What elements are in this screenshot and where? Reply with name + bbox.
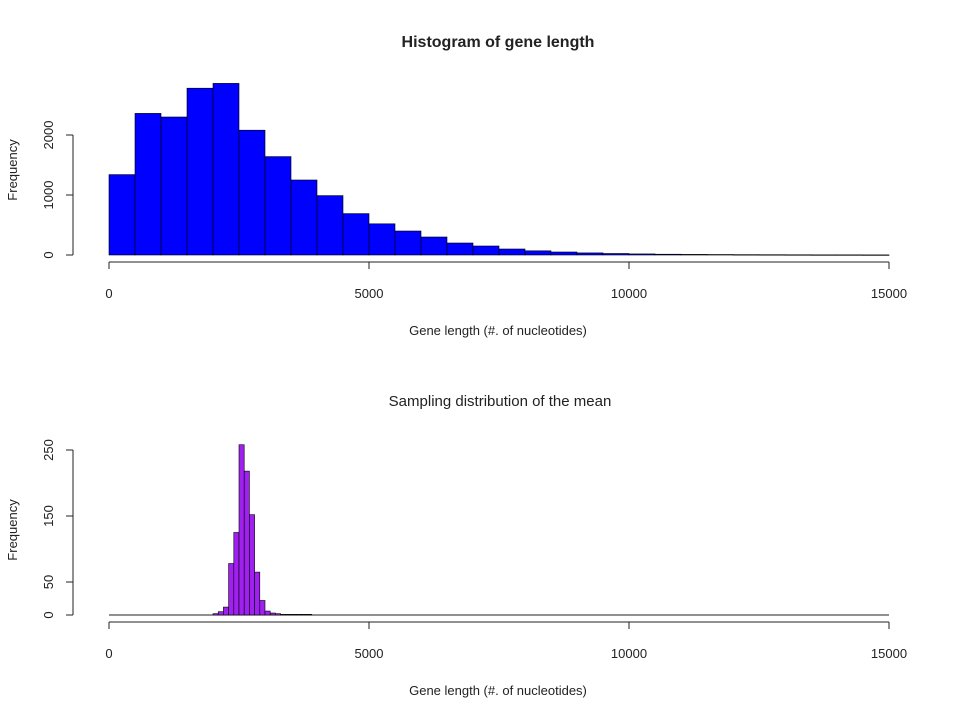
x-axis-label: Gene length (#. of nucleotides) [409, 323, 587, 338]
histogram-bar [264, 156, 292, 256]
histogram-bar [228, 563, 235, 616]
y-axis-label: Frequency [5, 499, 20, 561]
sampling-distribution: Sampling distribution of the mean 0 5000 1… [5, 393, 907, 698]
histogram-gene-length: Histogram of gene length 0 5000 10000 15000… [5, 34, 907, 338]
histogram-bar [269, 612, 276, 616]
histogram-bar [160, 116, 188, 256]
histogram-bar [862, 254, 890, 256]
histogram-bar [186, 87, 214, 256]
histogram-bar [217, 611, 224, 616]
histogram-bar [290, 614, 297, 616]
histogram-bar [836, 254, 864, 256]
x-tick-label: 0 [105, 646, 112, 661]
x-tick-label: 5000 [355, 286, 384, 301]
histogram-bar [238, 444, 245, 616]
x-axis-label: Gene length (#. of nucleotides) [409, 683, 587, 698]
histogram-bar [275, 613, 281, 616]
histogram-bar [108, 174, 136, 256]
histogram-bar [290, 179, 318, 256]
x-tick-label: 15000 [871, 646, 907, 661]
histogram-bar [249, 514, 255, 616]
y-tick-label: 0 [41, 251, 56, 258]
histogram-bar [264, 610, 271, 616]
histogram-bar [243, 470, 250, 616]
histogram-bar [301, 614, 307, 616]
x-tick-label: 5000 [355, 646, 384, 661]
y-axis: 0 50 150 250 [41, 439, 74, 619]
chart-title: Sampling distribution of the mean [389, 393, 612, 410]
y-tick-label: 2000 [41, 121, 56, 150]
histogram-bar [498, 248, 526, 256]
histogram-bar [472, 245, 500, 256]
histogram-bar [628, 253, 656, 256]
histogram-bar [654, 253, 682, 256]
histogram-bar [706, 254, 734, 256]
y-axis: 0 1000 2000 [41, 121, 74, 259]
y-axis-label: Frequency [5, 139, 20, 201]
histogram-bar [316, 195, 344, 256]
x-axis: 0 5000 10000 15000 [105, 621, 907, 661]
histogram-bar [394, 230, 422, 256]
x-tick-label: 0 [105, 286, 112, 301]
histogram-bar [212, 613, 219, 616]
bars [108, 83, 890, 256]
x-tick-label: 10000 [611, 286, 647, 301]
bars [109, 444, 889, 616]
histogram-bar [295, 614, 302, 616]
y-tick-label: 50 [41, 575, 56, 589]
y-tick-label: 250 [41, 439, 56, 461]
histogram-bar [524, 250, 552, 256]
y-tick-label: 1000 [41, 181, 56, 210]
histogram-bar [254, 571, 261, 616]
y-tick-label: 0 [41, 611, 56, 618]
histogram-bar [368, 223, 396, 256]
histogram-bar [602, 253, 630, 256]
histogram-bar [259, 600, 266, 616]
x-tick-label: 10000 [611, 646, 647, 661]
histogram-bar [680, 254, 708, 256]
histogram-bar [420, 236, 448, 256]
histogram-bar [732, 254, 760, 256]
histogram-bar [233, 532, 240, 616]
histogram-bar [576, 252, 604, 256]
histogram-bar [280, 614, 287, 616]
histogram-bar [212, 83, 240, 256]
histogram-bar [342, 213, 370, 256]
x-tick-label: 15000 [871, 286, 907, 301]
histogram-bar [446, 242, 474, 256]
histogram-bar [810, 254, 838, 256]
histogram-bar [285, 614, 292, 616]
histogram-bar [758, 254, 786, 256]
chart-title: Histogram of gene length [402, 34, 595, 51]
y-tick-label: 150 [41, 505, 56, 527]
histogram-bar [238, 129, 266, 256]
histogram-bar [784, 254, 812, 256]
x-axis: 0 5000 10000 15000 [105, 261, 907, 301]
histogram-bar [550, 251, 578, 256]
histogram-bar [306, 614, 313, 616]
histogram-bar [223, 606, 229, 616]
histogram-bar [134, 113, 162, 256]
